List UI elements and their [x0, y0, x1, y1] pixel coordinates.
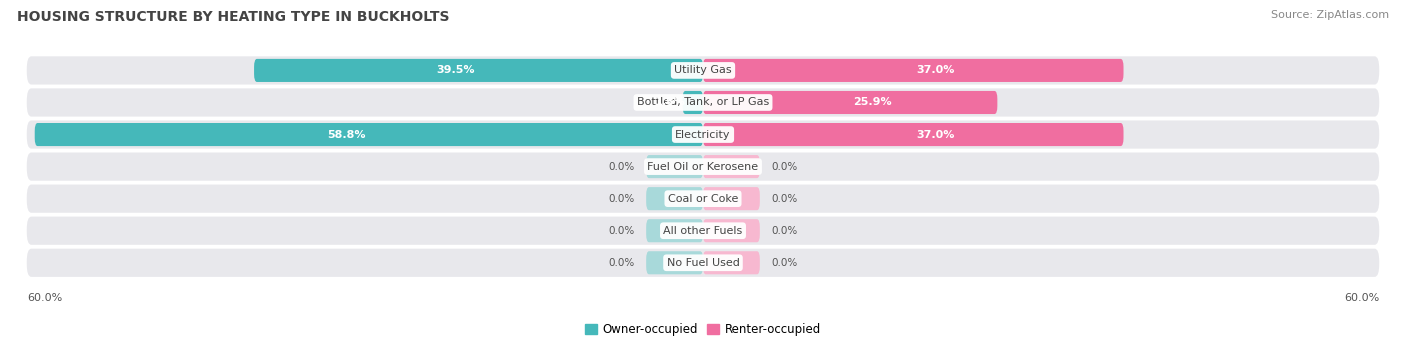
FancyBboxPatch shape: [27, 56, 1379, 85]
FancyBboxPatch shape: [27, 249, 1379, 277]
Text: Bottled, Tank, or LP Gas: Bottled, Tank, or LP Gas: [637, 98, 769, 107]
FancyBboxPatch shape: [703, 123, 1123, 146]
Text: 0.0%: 0.0%: [609, 226, 636, 236]
FancyBboxPatch shape: [254, 59, 703, 82]
Text: Source: ZipAtlas.com: Source: ZipAtlas.com: [1271, 10, 1389, 20]
Text: 37.0%: 37.0%: [917, 65, 955, 75]
Text: 0.0%: 0.0%: [609, 194, 636, 204]
FancyBboxPatch shape: [682, 91, 703, 114]
FancyBboxPatch shape: [703, 187, 759, 210]
Text: 0.0%: 0.0%: [609, 258, 636, 268]
FancyBboxPatch shape: [703, 59, 1123, 82]
Text: 60.0%: 60.0%: [27, 293, 62, 303]
FancyBboxPatch shape: [703, 155, 759, 178]
Text: All other Fuels: All other Fuels: [664, 226, 742, 236]
FancyBboxPatch shape: [647, 251, 703, 274]
Text: 0.0%: 0.0%: [609, 162, 636, 172]
FancyBboxPatch shape: [27, 153, 1379, 181]
Text: Utility Gas: Utility Gas: [675, 65, 731, 75]
FancyBboxPatch shape: [27, 217, 1379, 245]
Text: 37.0%: 37.0%: [917, 130, 955, 139]
Text: 0.0%: 0.0%: [772, 162, 797, 172]
Text: 1.8%: 1.8%: [655, 98, 686, 107]
FancyBboxPatch shape: [35, 123, 703, 146]
Text: 60.0%: 60.0%: [1344, 293, 1379, 303]
Legend: Owner-occupied, Renter-occupied: Owner-occupied, Renter-occupied: [585, 323, 821, 336]
FancyBboxPatch shape: [703, 251, 759, 274]
FancyBboxPatch shape: [27, 120, 1379, 149]
FancyBboxPatch shape: [647, 155, 703, 178]
Text: 0.0%: 0.0%: [772, 226, 797, 236]
Text: 25.9%: 25.9%: [853, 98, 893, 107]
Text: 0.0%: 0.0%: [772, 194, 797, 204]
FancyBboxPatch shape: [27, 88, 1379, 117]
Text: Electricity: Electricity: [675, 130, 731, 139]
Text: Coal or Coke: Coal or Coke: [668, 194, 738, 204]
FancyBboxPatch shape: [703, 219, 759, 242]
FancyBboxPatch shape: [647, 219, 703, 242]
Text: HOUSING STRUCTURE BY HEATING TYPE IN BUCKHOLTS: HOUSING STRUCTURE BY HEATING TYPE IN BUC…: [17, 10, 450, 24]
Text: 0.0%: 0.0%: [772, 258, 797, 268]
Text: Fuel Oil or Kerosene: Fuel Oil or Kerosene: [647, 162, 759, 172]
Text: No Fuel Used: No Fuel Used: [666, 258, 740, 268]
FancyBboxPatch shape: [703, 91, 997, 114]
FancyBboxPatch shape: [647, 187, 703, 210]
Text: 39.5%: 39.5%: [436, 65, 475, 75]
FancyBboxPatch shape: [27, 185, 1379, 213]
Text: 58.8%: 58.8%: [326, 130, 366, 139]
